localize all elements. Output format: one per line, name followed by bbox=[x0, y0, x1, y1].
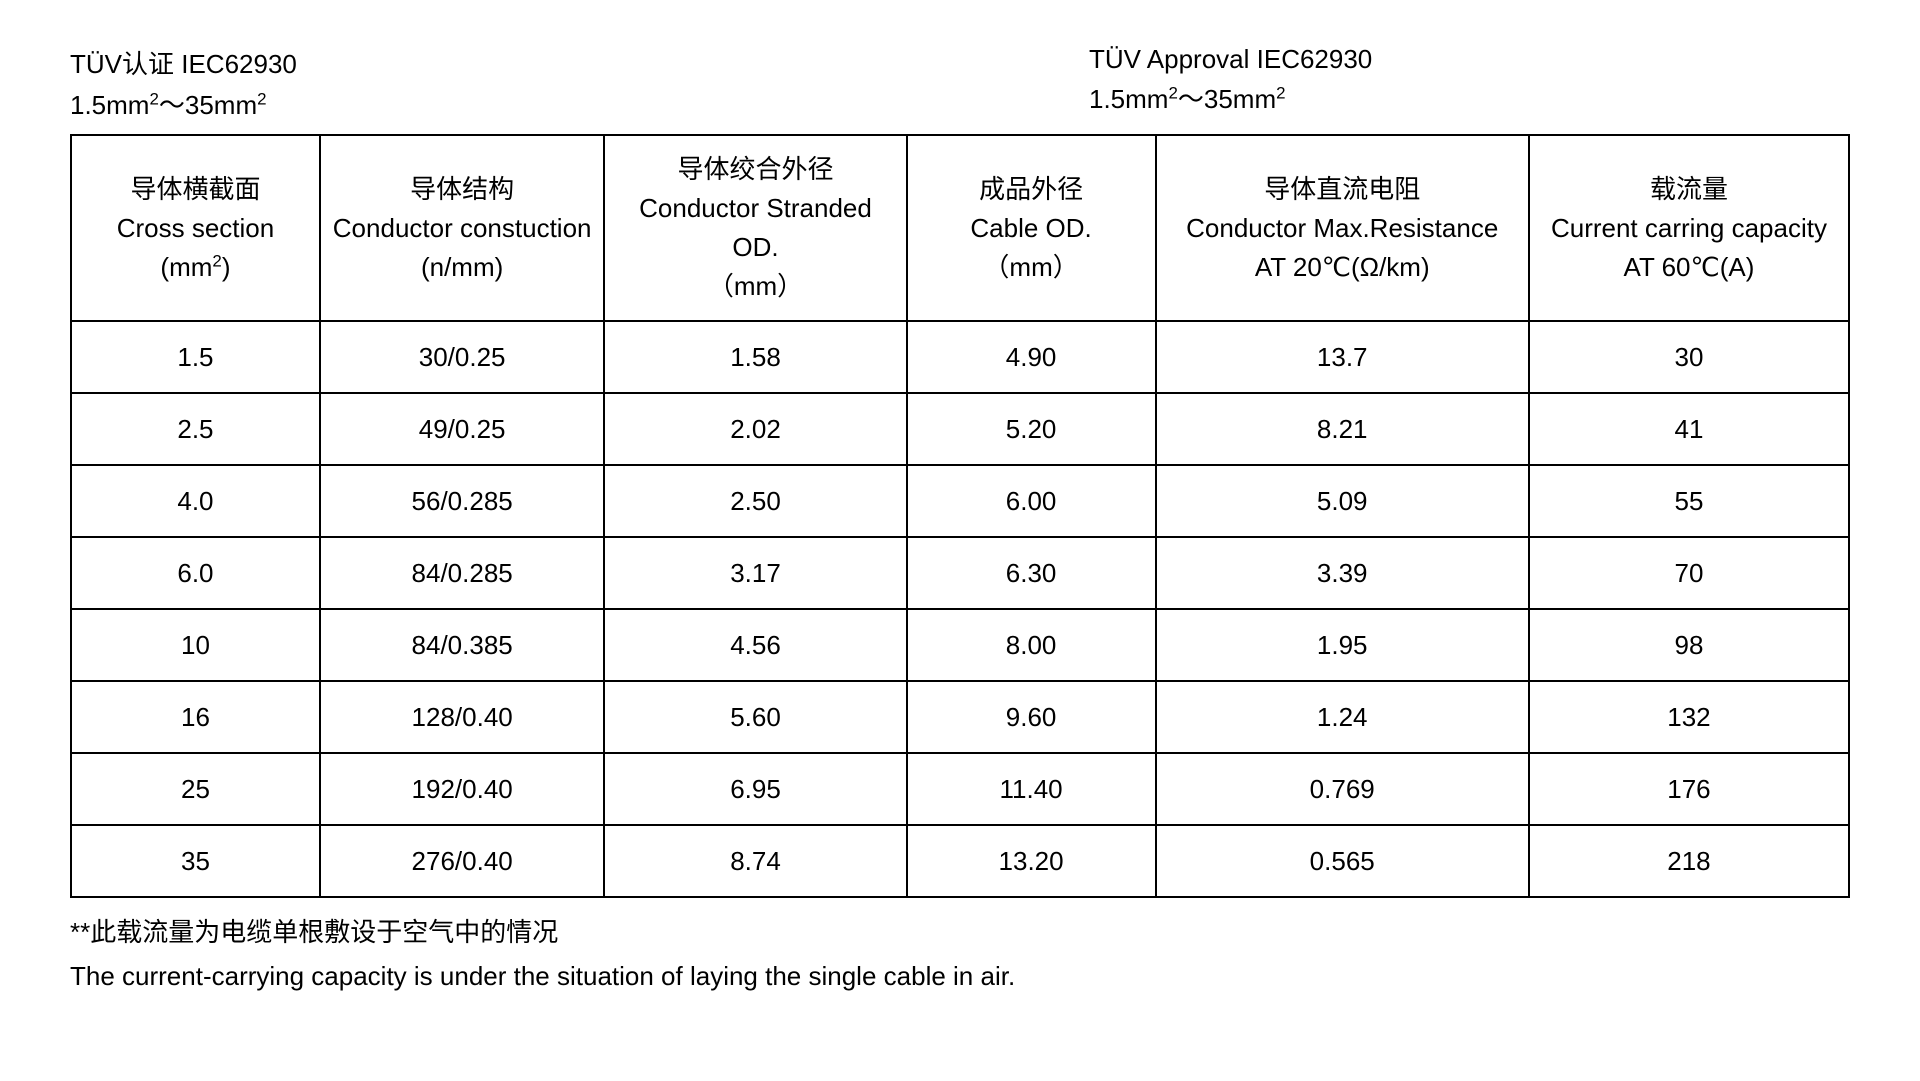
table-cell: 25 bbox=[71, 753, 320, 825]
table-cell: 218 bbox=[1529, 825, 1849, 897]
table-cell: 3.39 bbox=[1156, 537, 1529, 609]
table-cell: 84/0.385 bbox=[320, 609, 604, 681]
table-body: 1.530/0.251.584.9013.7302.549/0.252.025.… bbox=[71, 321, 1849, 897]
spec-table: 导体横截面Cross section(mm2)导体结构Conductor con… bbox=[70, 134, 1850, 898]
table-cell: 6.00 bbox=[907, 465, 1156, 537]
table-row: 35276/0.408.7413.200.565218 bbox=[71, 825, 1849, 897]
table-row: 1084/0.3854.568.001.9598 bbox=[71, 609, 1849, 681]
table-cell: 2.50 bbox=[604, 465, 906, 537]
table-cell: 16 bbox=[71, 681, 320, 753]
table-cell: 6.30 bbox=[907, 537, 1156, 609]
title-left-line2: 1.5mm2～35mm2 bbox=[70, 85, 1049, 122]
table-cell: 84/0.285 bbox=[320, 537, 604, 609]
table-cell: 2.5 bbox=[71, 393, 320, 465]
title-right: TÜV Approval IEC62930 1.5mm2～35mm2 bbox=[1089, 40, 1850, 126]
table-row: 25192/0.406.9511.400.769176 bbox=[71, 753, 1849, 825]
footnote-en: The current-carrying capacity is under t… bbox=[70, 954, 1850, 998]
column-header: 导体直流电阻Conductor Max.ResistanceAT 20℃(Ω/k… bbox=[1156, 135, 1529, 321]
table-cell: 176 bbox=[1529, 753, 1849, 825]
table-cell: 9.60 bbox=[907, 681, 1156, 753]
table-row: 16128/0.405.609.601.24132 bbox=[71, 681, 1849, 753]
table-row: 4.056/0.2852.506.005.0955 bbox=[71, 465, 1849, 537]
column-header: 导体结构Conductor constuction(n/mm) bbox=[320, 135, 604, 321]
footnote: **此载流量为电缆单根敷设于空气中的情况 The current-carryin… bbox=[70, 910, 1850, 998]
table-cell: 4.56 bbox=[604, 609, 906, 681]
title-left-line1: TÜV认证 IEC62930 bbox=[70, 44, 1049, 81]
table-cell: 8.00 bbox=[907, 609, 1156, 681]
table-cell: 6.95 bbox=[604, 753, 906, 825]
header-row: 导体横截面Cross section(mm2)导体结构Conductor con… bbox=[71, 135, 1849, 321]
table-cell: 5.20 bbox=[907, 393, 1156, 465]
footnote-cn: **此载流量为电缆单根敷设于空气中的情况 bbox=[70, 910, 1850, 954]
table-row: 2.549/0.252.025.208.2141 bbox=[71, 393, 1849, 465]
table-cell: 41 bbox=[1529, 393, 1849, 465]
table-cell: 1.5 bbox=[71, 321, 320, 393]
table-cell: 49/0.25 bbox=[320, 393, 604, 465]
table-cell: 5.09 bbox=[1156, 465, 1529, 537]
table-cell: 10 bbox=[71, 609, 320, 681]
table-cell: 30/0.25 bbox=[320, 321, 604, 393]
table-cell: 56/0.285 bbox=[320, 465, 604, 537]
table-cell: 5.60 bbox=[604, 681, 906, 753]
table-cell: 1.95 bbox=[1156, 609, 1529, 681]
column-header: 载流量Current carring capacityAT 60℃(A) bbox=[1529, 135, 1849, 321]
table-cell: 8.74 bbox=[604, 825, 906, 897]
table-cell: 11.40 bbox=[907, 753, 1156, 825]
title-right-line2: 1.5mm2～35mm2 bbox=[1089, 79, 1850, 116]
table-cell: 128/0.40 bbox=[320, 681, 604, 753]
table-row: 1.530/0.251.584.9013.730 bbox=[71, 321, 1849, 393]
table-cell: 0.565 bbox=[1156, 825, 1529, 897]
table-cell: 13.20 bbox=[907, 825, 1156, 897]
table-cell: 35 bbox=[71, 825, 320, 897]
table-cell: 4.90 bbox=[907, 321, 1156, 393]
column-header: 导体横截面Cross section(mm2) bbox=[71, 135, 320, 321]
column-header: 成品外径Cable OD.（mm） bbox=[907, 135, 1156, 321]
table-cell: 30 bbox=[1529, 321, 1849, 393]
title-left: TÜV认证 IEC62930 1.5mm2～35mm2 bbox=[70, 40, 1049, 126]
table-cell: 6.0 bbox=[71, 537, 320, 609]
table-head: 导体横截面Cross section(mm2)导体结构Conductor con… bbox=[71, 135, 1849, 321]
table-cell: 55 bbox=[1529, 465, 1849, 537]
table-cell: 132 bbox=[1529, 681, 1849, 753]
table-cell: 70 bbox=[1529, 537, 1849, 609]
table-cell: 0.769 bbox=[1156, 753, 1529, 825]
column-header: 导体绞合外径Conductor Stranded OD.（mm） bbox=[604, 135, 906, 321]
table-cell: 4.0 bbox=[71, 465, 320, 537]
title-block: TÜV认证 IEC62930 1.5mm2～35mm2 TÜV Approval… bbox=[70, 40, 1850, 126]
table-cell: 1.58 bbox=[604, 321, 906, 393]
table-cell: 98 bbox=[1529, 609, 1849, 681]
table-row: 6.084/0.2853.176.303.3970 bbox=[71, 537, 1849, 609]
table-cell: 1.24 bbox=[1156, 681, 1529, 753]
table-cell: 8.21 bbox=[1156, 393, 1529, 465]
table-cell: 13.7 bbox=[1156, 321, 1529, 393]
table-cell: 2.02 bbox=[604, 393, 906, 465]
table-cell: 3.17 bbox=[604, 537, 906, 609]
table-cell: 192/0.40 bbox=[320, 753, 604, 825]
title-right-line1: TÜV Approval IEC62930 bbox=[1089, 44, 1850, 75]
table-cell: 276/0.40 bbox=[320, 825, 604, 897]
